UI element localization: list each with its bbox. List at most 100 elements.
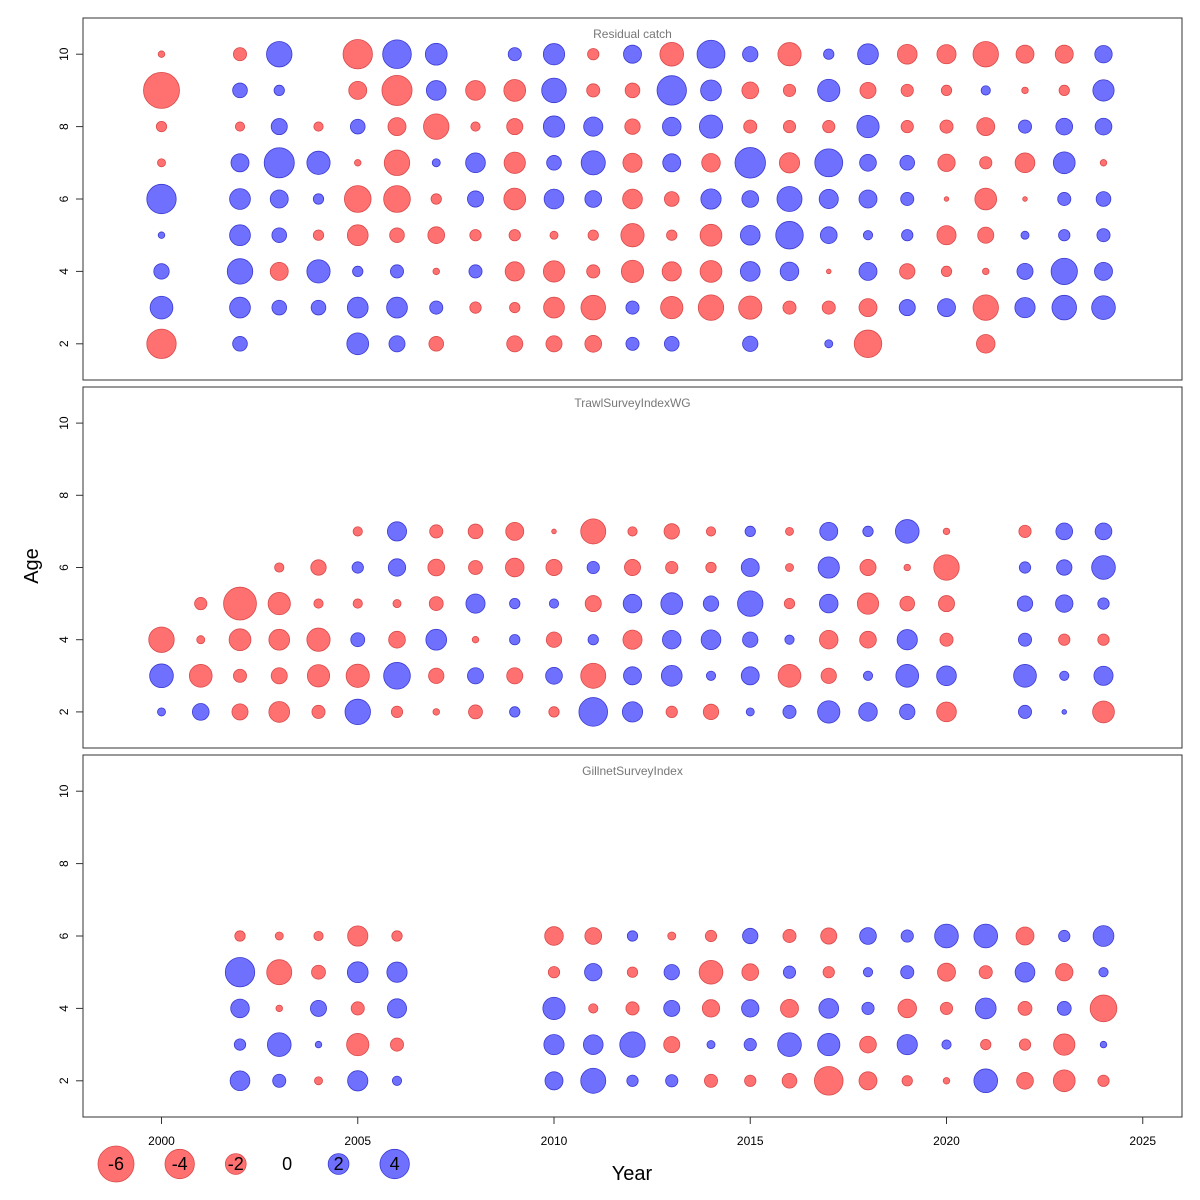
bubble-point	[899, 263, 916, 280]
bubble-point	[937, 962, 956, 982]
bubble-point	[270, 667, 288, 685]
panel-1: TrawlSurveyIndexWG 2 4 6 8 10	[57, 386, 1183, 749]
bubble-point	[342, 39, 373, 70]
bubble-point	[780, 999, 799, 1018]
bubble-point	[350, 632, 366, 648]
bubble-point	[741, 190, 760, 208]
bubble-point	[1089, 994, 1118, 1023]
x-tick-label: 2015	[737, 1134, 764, 1148]
y-tick-label: 4	[57, 268, 71, 275]
bubble-point	[897, 998, 917, 1019]
bubble-point	[620, 223, 645, 248]
bubble-point	[310, 559, 327, 576]
bubble-point	[232, 336, 248, 352]
bubble-point	[939, 1001, 954, 1015]
bubble-point	[779, 261, 800, 282]
bubble-point	[468, 264, 483, 279]
bubble-point	[390, 705, 404, 718]
bubble-point	[587, 229, 599, 241]
bubble-point	[782, 929, 797, 943]
y-tick-label: 10	[57, 416, 71, 430]
bubble-point	[274, 562, 285, 573]
bubble-point	[391, 1075, 403, 1086]
bubble-point	[310, 999, 327, 1017]
bubble-point	[313, 121, 324, 132]
x-tick-label: 2005	[344, 1134, 371, 1148]
bubble-point	[228, 628, 252, 651]
bubble-point	[1013, 664, 1037, 688]
bubble-point	[586, 264, 601, 279]
bubble-point	[862, 670, 874, 681]
bubble-point	[148, 626, 175, 653]
bubble-point	[896, 629, 918, 651]
bubble-point	[467, 667, 484, 685]
legend-bubble	[164, 1148, 195, 1180]
bubble-point	[584, 595, 602, 613]
bubble-point	[1015, 44, 1035, 64]
bubble-point	[936, 701, 957, 723]
bubble-point	[856, 115, 880, 139]
bubble-point	[149, 295, 174, 320]
bubble-point	[626, 1074, 639, 1087]
bubble-point	[776, 186, 803, 212]
bubble-point	[784, 634, 795, 645]
bubble-point	[936, 44, 957, 65]
bubble-point	[425, 80, 447, 101]
bubble-point	[662, 153, 682, 173]
bubble-point	[980, 85, 991, 96]
bubble-point	[389, 227, 405, 243]
bubble-point	[306, 150, 331, 175]
bubble-point	[705, 526, 717, 537]
bubble-point	[1018, 119, 1032, 134]
bubble-point	[382, 39, 412, 69]
bubble-point	[1017, 1001, 1033, 1016]
bubble-point	[505, 557, 525, 578]
bubble-point	[818, 189, 839, 209]
bubble-point	[823, 48, 835, 60]
bubble-point	[665, 705, 678, 718]
bubble-point	[542, 996, 566, 1020]
bubble-point	[503, 79, 527, 102]
bubble-point	[233, 47, 247, 62]
bubble-point	[699, 223, 723, 247]
bubble-point	[580, 518, 607, 545]
bubble-point	[858, 261, 878, 281]
bubble-point	[1092, 925, 1115, 947]
bubble-point	[584, 927, 603, 945]
bubble-point	[742, 335, 759, 352]
bubble-point	[347, 1070, 369, 1092]
bubble-point	[263, 147, 295, 179]
bubble-point	[1093, 665, 1114, 686]
bubble-point	[976, 334, 996, 354]
bubble-point	[544, 926, 564, 946]
bubble-point	[900, 929, 914, 943]
bubble-point	[705, 561, 717, 574]
bubble-point	[817, 1033, 841, 1057]
x-tick-label: 2020	[933, 1134, 960, 1148]
bubble-point	[587, 48, 600, 61]
bubble-point	[1018, 632, 1032, 647]
bubble-point	[230, 153, 250, 173]
bubble-point	[584, 963, 603, 982]
bubble-point	[386, 961, 408, 983]
bubble-point	[939, 119, 954, 134]
bubble-point	[465, 152, 486, 174]
bubble-point	[744, 1074, 757, 1087]
bubble-point	[149, 663, 174, 689]
bubble-point	[973, 923, 998, 949]
bubble-point	[541, 77, 567, 104]
bubble-point	[352, 265, 364, 277]
bubble-point	[545, 335, 563, 353]
bubble-point	[819, 226, 838, 244]
bubble-point	[937, 298, 956, 318]
bubble-point	[346, 961, 369, 983]
panel-0: Residual catch 2 4 6 8 10	[57, 17, 1183, 381]
bubble-point	[696, 39, 726, 69]
y-tick-label: 8	[57, 492, 71, 499]
bubble-point	[819, 630, 839, 650]
bubble-point	[619, 1031, 646, 1058]
bubble-point	[273, 84, 285, 96]
bubble-point	[660, 592, 684, 615]
bubble-point	[580, 662, 607, 689]
bubble-point	[936, 665, 957, 687]
